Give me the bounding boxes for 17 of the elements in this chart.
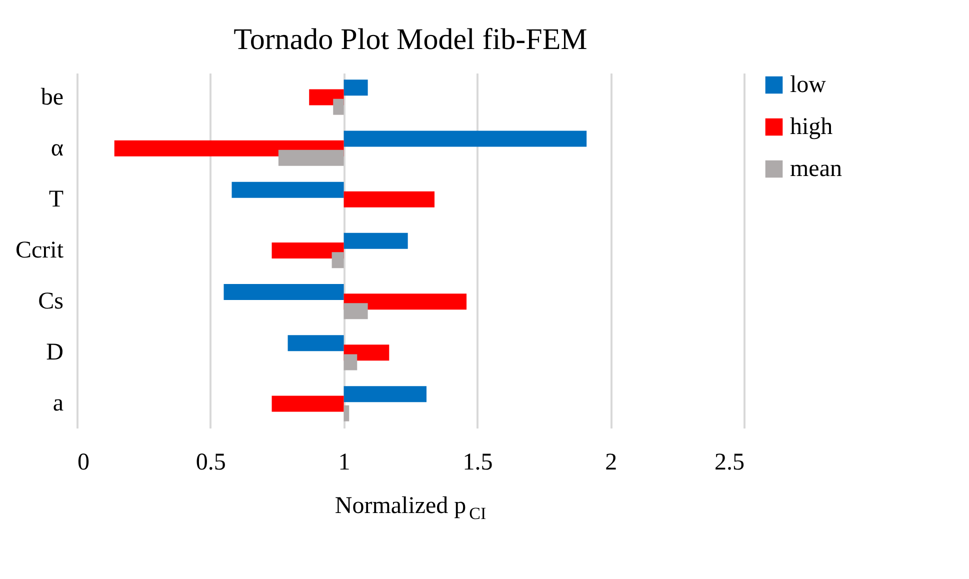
chart-title: Tornado Plot Model fib-FEM (234, 23, 588, 56)
y-tick-label: Ccrit (16, 238, 64, 264)
legend-label: high (790, 114, 833, 140)
y-tick-label: a (52, 390, 64, 417)
x-tick-label: 0.5 (196, 450, 226, 476)
y-tick-label: α (50, 135, 64, 162)
legend-label: low (790, 72, 827, 98)
legend-label: mean (790, 156, 842, 182)
x-tick-label: 2.5 (714, 450, 744, 476)
x-tick-label: 1 (338, 450, 350, 476)
y-tick-label: T (48, 186, 64, 212)
y-tick-label: Cs (38, 288, 64, 315)
x-tick-label: 2 (605, 450, 618, 476)
x-tick-label: 0 (78, 450, 90, 476)
y-tick-label: be (40, 84, 64, 110)
y-tick-label: D (46, 340, 64, 366)
x-tick-label: 1.5 (462, 450, 493, 476)
